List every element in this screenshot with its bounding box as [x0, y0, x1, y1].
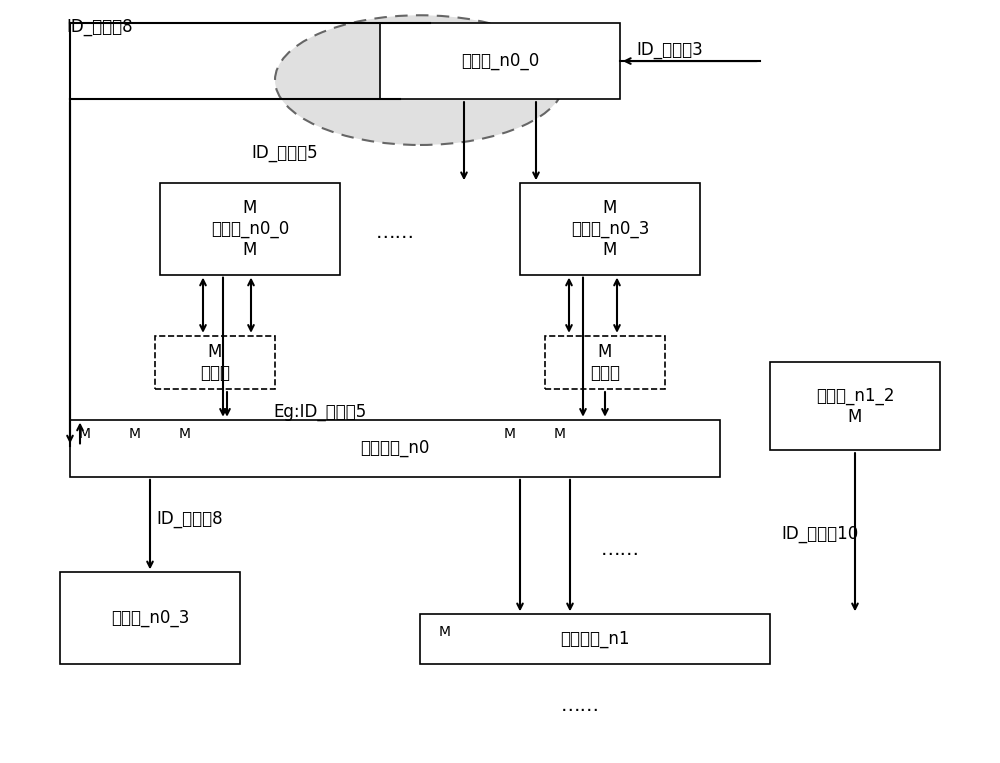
Text: M: M — [129, 427, 141, 441]
FancyBboxPatch shape — [545, 336, 665, 389]
Text: ……: …… — [560, 697, 600, 715]
Text: M: M — [79, 427, 91, 441]
FancyBboxPatch shape — [60, 572, 240, 664]
Text: ……: …… — [600, 540, 640, 559]
FancyBboxPatch shape — [155, 336, 275, 389]
Text: M: M — [554, 427, 566, 441]
Text: ID_位宽］10: ID_位宽］10 — [781, 525, 859, 543]
Text: M: M — [504, 427, 516, 441]
Text: 从设备_n0_3: 从设备_n0_3 — [111, 609, 189, 627]
Text: 从设备_n0_0: 从设备_n0_0 — [461, 52, 539, 70]
Text: 主设备_n1_2
M: 主设备_n1_2 M — [816, 387, 894, 426]
FancyBboxPatch shape — [70, 420, 720, 477]
Text: 互联矩阵_n1: 互联矩阵_n1 — [560, 630, 630, 648]
Text: M
适配器: M 适配器 — [590, 343, 620, 382]
FancyBboxPatch shape — [380, 23, 620, 99]
Text: M: M — [439, 625, 451, 639]
Text: ID_位宽］5: ID_位宽］5 — [252, 143, 318, 162]
FancyBboxPatch shape — [160, 183, 340, 275]
Text: M: M — [179, 427, 191, 441]
FancyBboxPatch shape — [770, 362, 940, 450]
Text: ID_位宽］8: ID_位宽］8 — [67, 18, 133, 36]
Text: 互联矩阵_n0: 互联矩阵_n0 — [360, 439, 430, 457]
Text: M
主设备_n0_3
M: M 主设备_n0_3 M — [571, 199, 649, 259]
Text: ID_位宽］8: ID_位宽］8 — [157, 510, 223, 528]
FancyBboxPatch shape — [420, 614, 770, 664]
Ellipse shape — [275, 15, 565, 145]
Text: ……: …… — [376, 224, 415, 242]
Text: Eg:ID_位宽］5: Eg:ID_位宽］5 — [273, 403, 367, 421]
Text: M
适配器: M 适配器 — [200, 343, 230, 382]
Text: M
主设备_n0_0
M: M 主设备_n0_0 M — [211, 199, 289, 259]
FancyBboxPatch shape — [520, 183, 700, 275]
Text: ID_位宽］3: ID_位宽］3 — [637, 40, 703, 59]
